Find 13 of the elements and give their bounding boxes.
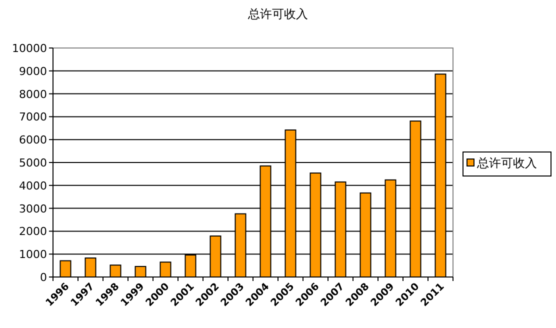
- y-tick-label: 10000: [12, 42, 47, 55]
- y-tick-label: 0: [40, 271, 47, 284]
- legend-label: 总许可收入: [476, 156, 537, 170]
- y-tick-label: 2000: [19, 225, 47, 238]
- y-tick-label: 3000: [19, 202, 47, 216]
- y-tick-label: 5000: [19, 156, 47, 170]
- y-tick-label: 6000: [19, 134, 47, 147]
- y-tick-label: 7000: [19, 110, 47, 124]
- y-tick-label: 8000: [19, 88, 47, 101]
- y-tick-label: 9000: [19, 64, 47, 78]
- y-tick-label: 4000: [19, 179, 47, 192]
- y-tick-label: 1000: [19, 248, 47, 262]
- chart-title: 总许可收入: [247, 7, 308, 21]
